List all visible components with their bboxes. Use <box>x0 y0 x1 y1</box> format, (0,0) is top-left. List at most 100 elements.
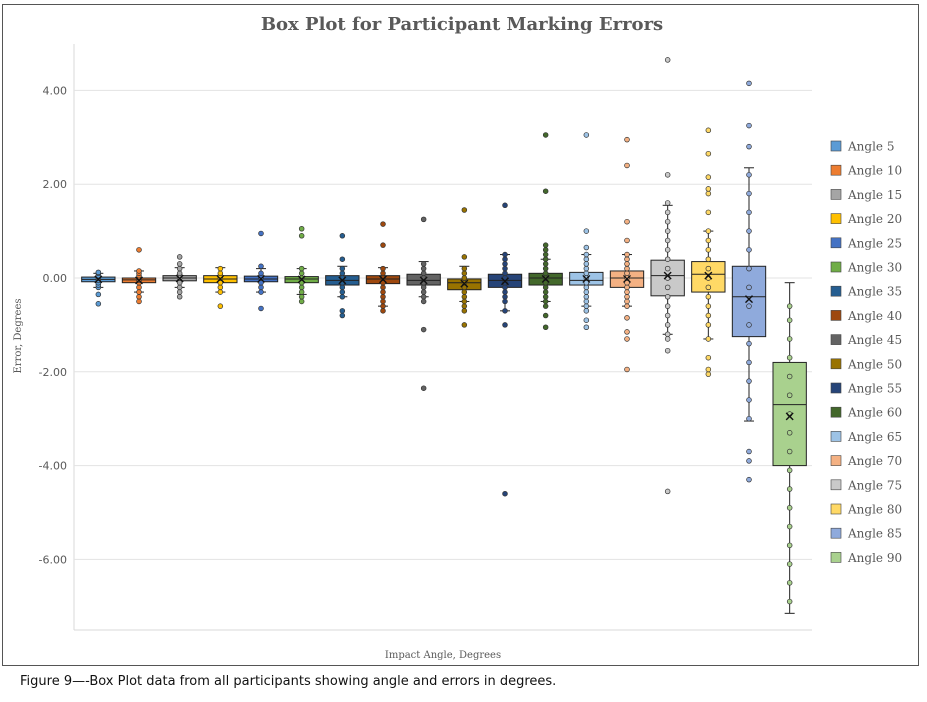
legend-label: Angle 60 <box>847 406 902 420</box>
data-point <box>380 270 386 277</box>
data-point <box>786 542 793 549</box>
legend-label: Angle 5 <box>847 140 894 154</box>
legend-swatch <box>830 334 842 345</box>
y-tick-label: 2.00 <box>43 178 68 191</box>
data-point <box>542 303 549 309</box>
data-point <box>705 366 712 373</box>
data-point <box>664 294 671 300</box>
legend-label: Angle 70 <box>847 454 902 468</box>
data-point <box>705 265 712 272</box>
legend-item: Angle 10 <box>830 164 902 178</box>
data-point <box>583 298 590 305</box>
legend-label: Angle 25 <box>847 236 902 250</box>
data-point <box>136 298 142 305</box>
data-point <box>786 598 793 605</box>
legend-swatch <box>830 310 842 321</box>
data-point <box>380 221 386 227</box>
data-point <box>176 265 183 272</box>
data-point <box>705 209 712 216</box>
legend-swatch <box>830 189 842 200</box>
data-point <box>705 322 712 328</box>
data-point <box>583 308 590 314</box>
data-point <box>502 284 508 291</box>
data-point <box>664 303 671 309</box>
figure-caption: Figure 9—-Box Plot data from all partici… <box>20 674 557 689</box>
legend-item: Angle 75 <box>830 478 902 492</box>
data-point <box>502 298 508 305</box>
legend-item: Angle 45 <box>830 333 902 347</box>
legend-label: Angle 75 <box>847 478 902 492</box>
legend-label: Angle 30 <box>847 261 902 275</box>
data-point <box>380 294 386 300</box>
data-point <box>258 284 264 291</box>
data-point <box>339 294 346 300</box>
data-point <box>542 256 549 262</box>
data-point <box>339 270 346 277</box>
legend-swatch <box>830 455 842 466</box>
box-angle-25 <box>243 230 279 312</box>
data-point <box>502 289 508 295</box>
data-point <box>176 254 183 260</box>
data-point <box>542 289 549 295</box>
data-point <box>258 305 264 312</box>
data-point <box>664 312 671 319</box>
data-point <box>176 294 183 300</box>
data-point <box>542 242 549 248</box>
data-point <box>420 284 427 291</box>
legend-swatch <box>830 431 842 442</box>
data-point <box>624 294 630 300</box>
mean-marker <box>338 276 347 285</box>
box-angle-20 <box>203 265 238 309</box>
data-point <box>746 80 752 87</box>
data-point <box>624 265 630 272</box>
data-point <box>624 366 630 373</box>
data-point <box>380 289 386 295</box>
box-angle-50 <box>447 207 482 328</box>
legend-swatch <box>830 261 842 273</box>
data-point <box>461 275 468 281</box>
data-point <box>420 261 427 267</box>
data-point <box>746 458 752 464</box>
legend-item: Angle 40 <box>830 309 902 323</box>
legend-swatch <box>830 527 842 539</box>
data-point <box>664 228 671 234</box>
box-angle-90 <box>772 282 807 614</box>
data-point <box>461 289 468 295</box>
data-point <box>746 322 752 328</box>
data-point <box>95 269 102 276</box>
legend-item: Angle 55 <box>830 382 902 396</box>
legend-label: Angle 55 <box>847 382 902 396</box>
mean-marker <box>297 275 306 284</box>
data-point <box>786 448 793 455</box>
data-point <box>624 136 630 143</box>
plot-area <box>81 57 807 614</box>
data-point <box>420 298 427 305</box>
box-angle-5 <box>81 269 116 307</box>
data-point <box>786 486 793 492</box>
data-point <box>583 265 590 272</box>
legend-item: Angle 30 <box>830 261 902 275</box>
data-point <box>258 230 264 237</box>
data-point <box>461 207 468 213</box>
box-angle-85 <box>731 80 767 483</box>
data-point <box>176 261 183 267</box>
data-point <box>624 315 630 321</box>
data-point <box>705 237 712 244</box>
data-point <box>583 303 590 309</box>
box-angle-65 <box>569 132 604 330</box>
data-point <box>705 336 712 342</box>
data-point <box>746 247 752 253</box>
legend-swatch <box>830 213 842 224</box>
data-point <box>705 247 712 253</box>
data-point <box>664 265 671 272</box>
data-point <box>298 284 305 291</box>
data-point <box>786 354 793 361</box>
data-point <box>380 308 386 314</box>
box-angle-40 <box>365 221 401 314</box>
data-point <box>664 488 671 495</box>
data-point <box>705 371 712 377</box>
data-point <box>746 265 752 272</box>
data-point <box>746 448 752 455</box>
y-tick-label: -2.00 <box>39 366 67 379</box>
data-point <box>583 284 590 291</box>
